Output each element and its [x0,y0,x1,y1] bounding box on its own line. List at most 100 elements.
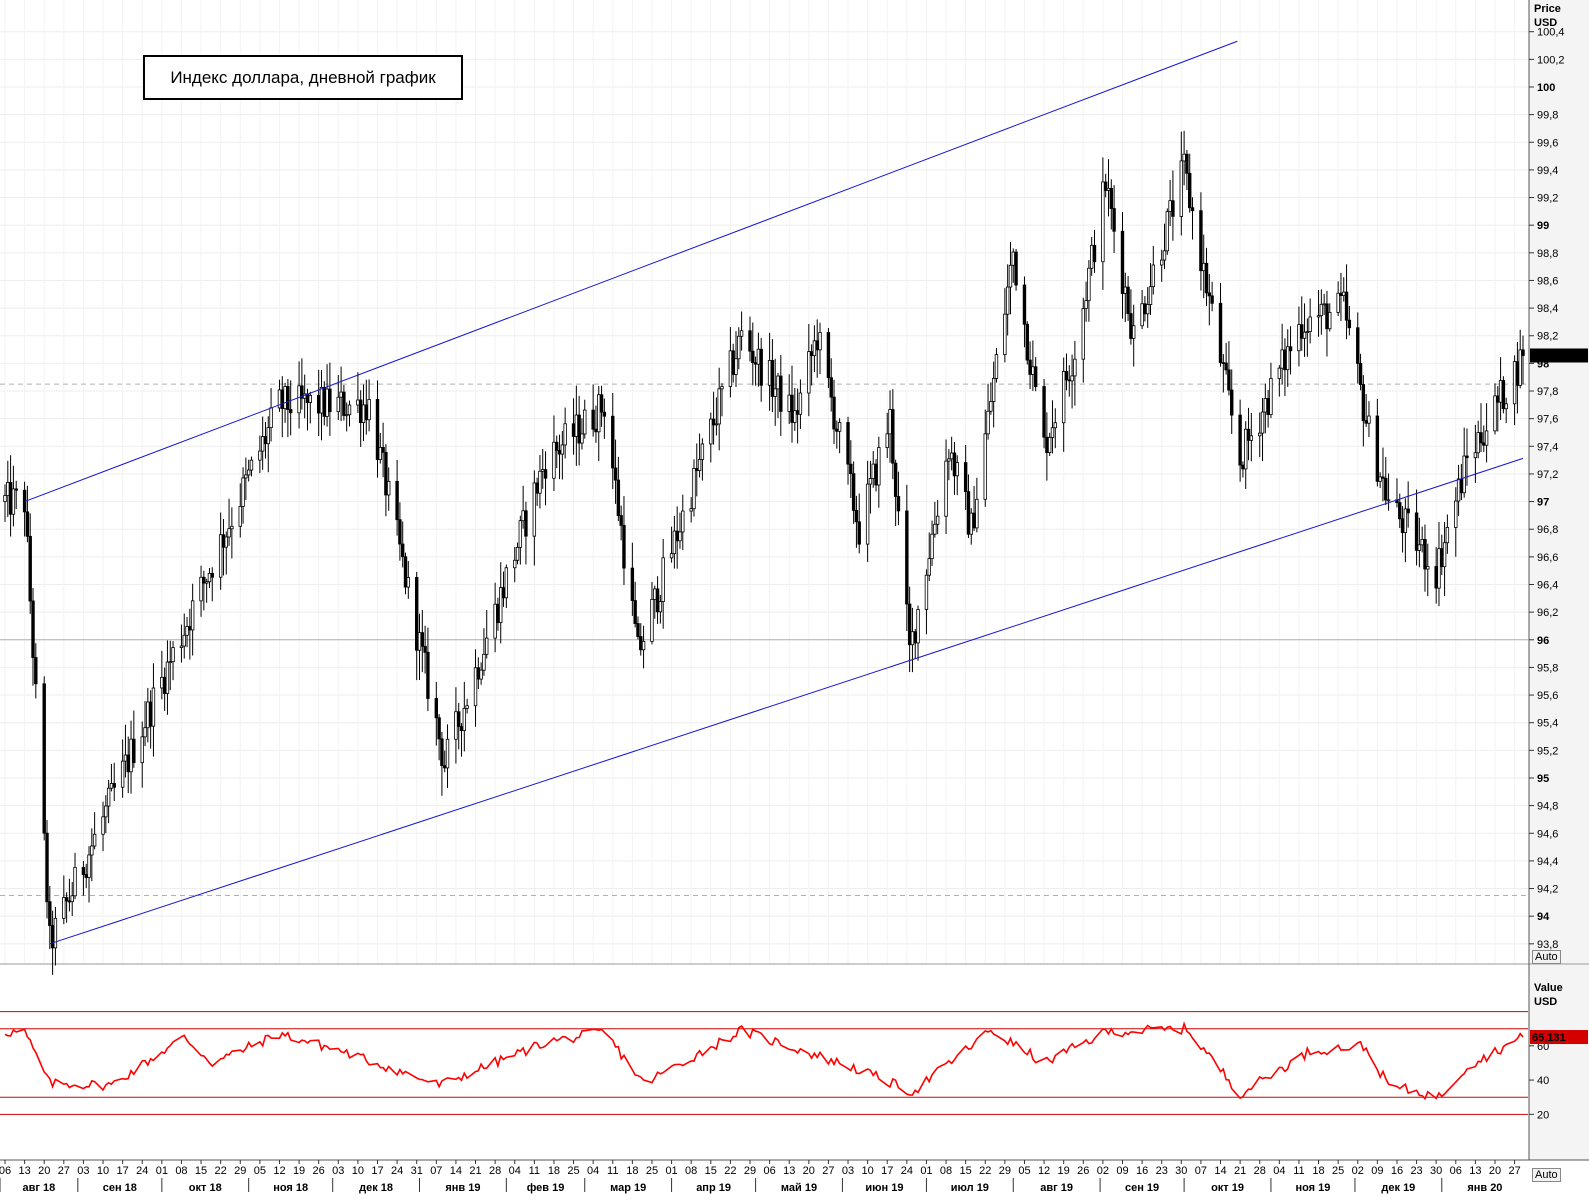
candle-body [599,394,604,413]
candle-body [935,515,940,525]
candle-body [619,515,623,526]
candle-body [339,391,343,398]
rsi-auto-button[interactable]: Auto [1532,1168,1561,1182]
candle-body [221,534,226,548]
candle-body [395,481,399,521]
candle-body [199,576,203,602]
price-tick-label: 94,6 [1537,828,1558,840]
candle-body [1120,230,1125,294]
candle-body [521,510,525,522]
candle-body [406,577,411,588]
candle-body [563,423,567,446]
candle-body [496,603,500,623]
candle-body [457,711,461,727]
date-axis: 06 13 20 27 03 10 17 24 01 08 15 22 29 05 12 19 26 03 10 17… [0,1160,1521,1194]
candle-body [734,358,738,375]
candle-body [426,651,430,699]
rsi-panel [0,1011,1528,1115]
candle-body [160,676,164,689]
candle-body [1484,430,1489,446]
date-tick-label: 14 [450,1165,462,1177]
candle-body [336,396,340,413]
candle-body [849,463,853,475]
candle-body [443,765,447,769]
date-tick-label: 28 [1254,1165,1266,1177]
candle-body [266,427,270,445]
candle-body [322,386,326,417]
candle-body [695,467,699,472]
candle-body [11,488,16,515]
price-tick-label: 95,4 [1537,718,1558,730]
month-label: сен 18 [103,1182,137,1194]
month-label: авг 18 [23,1182,56,1194]
candle-body [574,414,579,437]
candle-body [711,418,716,426]
candle-body [975,498,979,529]
candle-body [1162,250,1167,261]
candle-body [120,760,125,788]
candle-body [692,467,696,510]
price-tick-label: 96,2 [1537,607,1558,619]
candle-body [896,496,901,512]
date-tick-label: 02 [1097,1165,1109,1177]
channel-upper-line [24,40,1238,503]
price-tick-label: 95,8 [1537,662,1558,674]
candle-body [1003,313,1007,355]
candle-body [891,409,895,464]
candle-body [403,556,408,588]
date-tick-label: 26 [1077,1165,1089,1177]
month-label: мар 19 [610,1182,646,1194]
candle-body [64,897,69,902]
month-label: фев 19 [527,1182,565,1194]
candle-body [1440,548,1444,568]
candle-body [1445,527,1450,544]
date-tick-label: 29 [234,1165,246,1177]
price-auto-button[interactable]: Auto [1532,950,1561,964]
candle-body [1476,432,1480,454]
candle-body [737,335,741,360]
price-axis-label: Price [1534,3,1561,15]
candle-body [689,508,693,512]
candle-body [308,394,312,403]
month-label: ноя 19 [1295,1182,1330,1194]
candle-body [1515,361,1520,386]
last-rsi-marker [1530,1030,1588,1045]
candle-body [1218,302,1223,364]
candle-body [983,433,987,500]
date-tick-label: 12 [273,1165,285,1177]
date-tick-label: 16 [1136,1165,1148,1177]
candle-body [924,574,929,610]
candle-body [655,588,660,613]
candle-body [1325,303,1329,330]
date-tick-label: 22 [215,1165,227,1177]
candle-body [344,414,349,417]
candle-body [700,443,705,460]
candle-body [1171,200,1175,217]
candle-body [378,447,382,460]
date-tick-label: 08 [685,1165,697,1177]
candle-body [148,701,153,727]
candle-body [641,641,646,651]
price-tick-label: 99,2 [1537,193,1558,205]
candle-body [1266,398,1270,415]
last-price-marker [1530,348,1588,363]
date-tick-label: 09 [1371,1165,1383,1177]
candle-body [1504,403,1508,410]
candle-body [1518,349,1522,386]
candle-body [1269,378,1273,415]
candle-body [67,900,72,903]
candle-body [1067,379,1071,382]
date-tick-label: 12 [1038,1165,1050,1177]
candle-body [905,510,909,605]
candle-body [269,407,273,429]
candle-body [1123,286,1127,294]
candle-body [1473,452,1478,459]
candle-body [518,520,523,548]
candle-body [807,351,811,394]
candle-body [591,409,595,430]
candle-body [123,754,128,762]
date-tick-label: 25 [567,1165,579,1177]
date-tick-label: 25 [646,1165,658,1177]
